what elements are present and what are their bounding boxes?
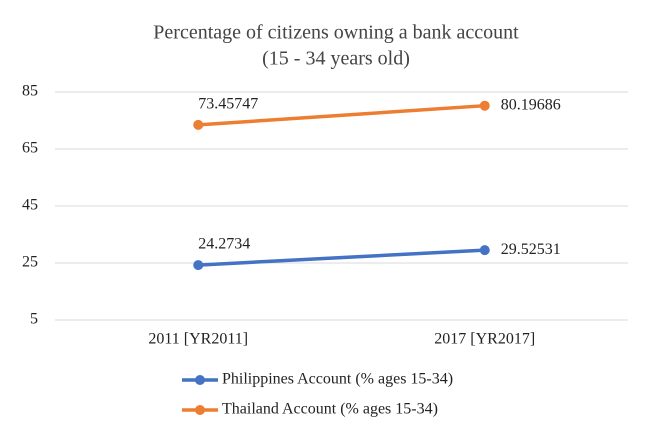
y-tick-label: 45 [22, 197, 38, 214]
data-point [193, 119, 204, 130]
legend-marker [195, 375, 205, 385]
data-point [193, 260, 204, 271]
x-tick-label: 2011 [YR2011] [148, 331, 248, 348]
chart-title: Percentage of citizens owning a bank acc… [153, 22, 519, 44]
legend-marker [195, 405, 205, 415]
series-line [196, 248, 487, 267]
data-point [479, 100, 490, 111]
chart-subtitle: (15 - 34 years old) [262, 48, 410, 70]
legend-label: Thailand Account (% ages 15-34) [222, 401, 438, 418]
y-tick-label: 85 [22, 83, 38, 100]
y-tick-label: 25 [22, 254, 38, 271]
legend-label: Philippines Account (% ages 15-34) [222, 371, 453, 388]
data-label: 24.2734 [198, 236, 250, 253]
data-label: 73.45747 [198, 96, 258, 113]
data-label: 29.52531 [501, 241, 561, 258]
data-point [479, 245, 490, 256]
x-tick-label: 2017 [YR2017] [434, 331, 535, 348]
y-tick-label: 5 [30, 311, 38, 328]
data-label: 80.19686 [501, 96, 561, 113]
series-line [196, 103, 487, 127]
y-tick-label: 65 [22, 140, 38, 157]
